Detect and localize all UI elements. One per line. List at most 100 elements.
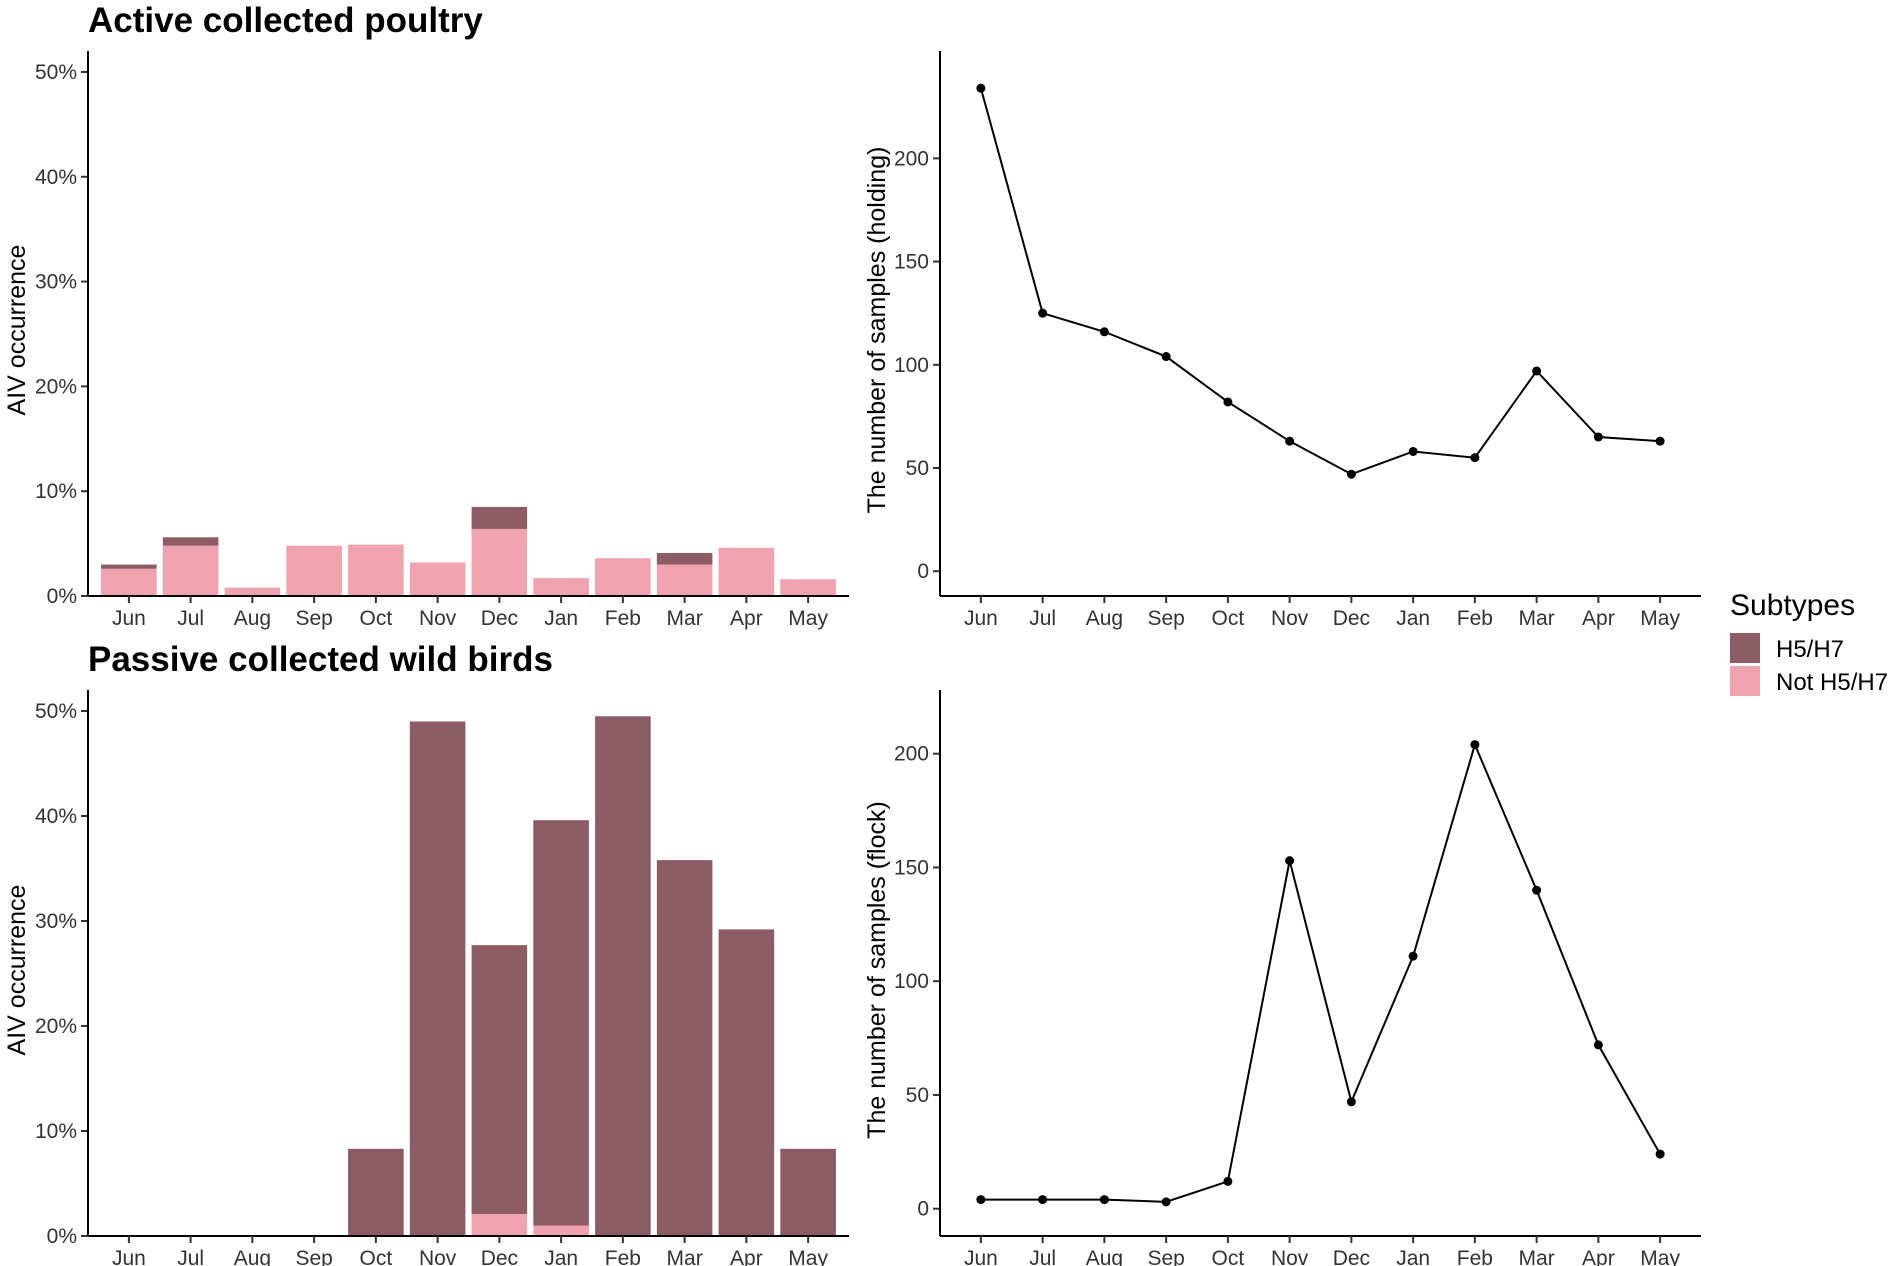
ylabel-passive-wild-birds: AIV occurrence — [3, 885, 31, 1056]
point-jul — [1038, 308, 1048, 318]
point-nov — [1285, 436, 1295, 446]
xtick-label-oct: Oct — [360, 1247, 393, 1266]
legend-swatch-not-h5h7 — [1730, 666, 1760, 696]
xtick-label-sep: Sep — [295, 607, 332, 630]
yticks-passive-wild-birds: 0% 10% 20% 30% 40% 50% — [35, 700, 88, 1248]
xtick-label-jan: Jan — [544, 607, 578, 630]
series-line-samples — [979, 87, 1661, 476]
bar-mar-not-h5-h7 — [656, 564, 713, 596]
ytick-label: 30% — [35, 910, 77, 933]
xtick-label-dec: Dec — [481, 1247, 518, 1266]
ytick-label: 10% — [35, 480, 77, 503]
point-may — [1655, 436, 1665, 446]
bar-nov-h5-h7 — [409, 721, 466, 1236]
point-oct — [1223, 1176, 1233, 1186]
ytick-label: 10% — [35, 1120, 77, 1143]
xtick-label-jun: Jun — [112, 607, 146, 630]
bars-active-poultry — [101, 506, 836, 596]
point-feb — [1470, 740, 1480, 750]
xtick-label-aug: Aug — [1086, 607, 1123, 630]
bar-feb-not-h5-h7 — [595, 558, 651, 596]
xtick-label-feb: Feb — [605, 1247, 641, 1266]
xtick-label-aug: Aug — [1086, 1247, 1123, 1266]
xtick-label-feb: Feb — [1457, 1247, 1493, 1266]
ytick-label: 20% — [35, 1015, 77, 1038]
bar-feb-h5-h7 — [595, 716, 651, 1236]
bar-oct-not-h5-h7 — [348, 544, 404, 596]
point-feb — [1470, 453, 1480, 463]
xtick-label-jul: Jul — [1029, 1247, 1056, 1266]
xtick-label-may: May — [1640, 1247, 1680, 1266]
xtick-label-jan: Jan — [1396, 607, 1430, 630]
bar-jan-not-h5-h7 — [533, 1225, 589, 1236]
point-mar — [1532, 885, 1542, 895]
ytick-label: 40% — [35, 805, 77, 828]
xtick-label-mar: Mar — [667, 607, 703, 630]
xtick-label-nov: Nov — [1271, 1247, 1309, 1266]
xtick-label-apr: Apr — [730, 607, 763, 630]
xticks-samples-flock: Jun Jul Aug Sep Oct Nov Dec Jan Feb Mar Apr May — [964, 1236, 1680, 1266]
bar-mar-h5-h7 — [656, 860, 713, 1236]
ylabel-samples-holding: The number of samples (holding) — [863, 147, 891, 514]
bar-apr-not-h5-h7 — [718, 547, 775, 596]
ytick-label: 20% — [35, 375, 77, 398]
bar-aug-not-h5-h7 — [224, 587, 281, 596]
ytick-label: 200 — [894, 147, 929, 170]
xtick-label-mar: Mar — [1519, 1247, 1555, 1266]
ytick-label: 150 — [894, 856, 929, 879]
legend-label-not-h5h7: Not H5/H7 — [1776, 669, 1888, 696]
point-jun — [976, 83, 986, 93]
xtick-label-sep: Sep — [1147, 607, 1184, 630]
ytick-label: 50 — [906, 1084, 929, 1107]
legend-title: Subtypes — [1730, 589, 1855, 622]
bar-mar-h5-h7 — [656, 553, 713, 565]
xtick-label-apr: Apr — [1582, 607, 1615, 630]
legend-swatch-h5h7 — [1730, 633, 1760, 663]
point-dec — [1346, 1097, 1356, 1107]
bar-dec-not-h5-h7 — [471, 1213, 528, 1236]
ytick-label: 0% — [47, 1225, 77, 1248]
ytick-label: 50 — [906, 457, 929, 480]
point-aug — [1099, 327, 1109, 337]
xtick-label-sep: Sep — [1147, 1247, 1184, 1266]
xtick-label-jun: Jun — [964, 1247, 998, 1266]
xtick-label-nov: Nov — [419, 1247, 457, 1266]
bars-passive-wild-birds — [348, 716, 836, 1236]
bar-jun-not-h5-h7 — [101, 568, 157, 596]
panel-active-poultry: Active collected poultry AIV occurrence … — [3, 1, 849, 630]
ytick-label: 0 — [917, 560, 929, 583]
point-nov — [1285, 856, 1295, 866]
ytick-label: 40% — [35, 166, 77, 189]
ylabel-samples-flock: The number of samples (flock) — [863, 801, 891, 1139]
bar-sep-not-h5-h7 — [286, 545, 342, 596]
point-oct — [1223, 397, 1233, 407]
xtick-label-aug: Aug — [234, 607, 271, 630]
yticks-samples-flock: 0 50 100 150 200 — [894, 743, 940, 1221]
ytick-label: 200 — [894, 743, 929, 766]
ytick-label: 100 — [894, 354, 929, 377]
point-apr — [1593, 1040, 1603, 1050]
panel-passive-wild-birds: Passive collected wild birds AIV occurre… — [3, 640, 849, 1266]
ytick-label: 100 — [894, 970, 929, 993]
xtick-label-jul: Jul — [1029, 607, 1056, 630]
panel-samples-flock: The number of samples (flock) 0 50 100 150 2… — [863, 690, 1701, 1266]
xticks-passive-wild-birds: Jun Jul Aug Sep Oct Nov Dec Jan Feb Mar Apr May — [112, 1236, 828, 1266]
point-dec — [1346, 469, 1356, 479]
xtick-label-dec: Dec — [481, 607, 518, 630]
xtick-label-jan: Jan — [1396, 1247, 1430, 1266]
legend-label-h5h7: H5/H7 — [1776, 636, 1844, 663]
point-mar — [1532, 366, 1542, 376]
panel-samples-holding: The number of samples (holding) 0 50 100 15… — [863, 51, 1701, 630]
point-jun — [976, 1195, 986, 1205]
bar-jan-not-h5-h7 — [533, 578, 589, 596]
bar-may-not-h5-h7 — [780, 579, 836, 596]
bar-may-h5-h7 — [780, 1148, 836, 1236]
xtick-label-oct: Oct — [360, 607, 393, 630]
xtick-label-feb: Feb — [605, 607, 641, 630]
yticks-active-poultry: 0% 10% 20% 30% 40% 50% — [35, 61, 88, 608]
legend: Subtypes H5/H7 Not H5/H7 — [1730, 589, 1888, 696]
title-passive-wild-birds: Passive collected wild birds — [88, 640, 553, 679]
bar-jul-not-h5-h7 — [162, 545, 219, 596]
point-jan — [1408, 446, 1418, 456]
xtick-label-dec: Dec — [1333, 1247, 1370, 1266]
